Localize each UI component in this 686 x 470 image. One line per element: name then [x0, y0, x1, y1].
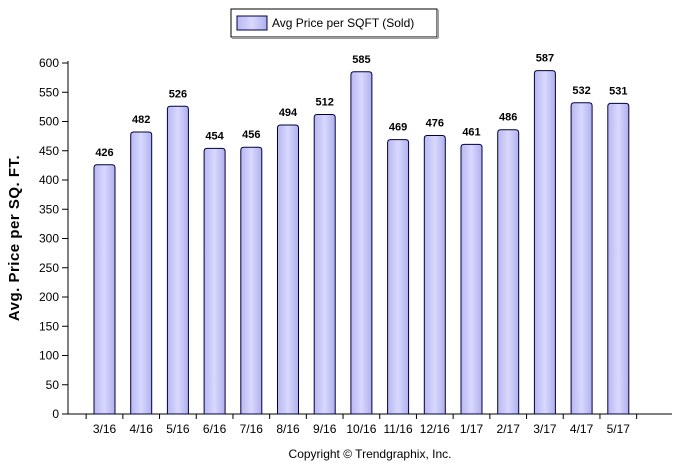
data-label-4-16: 482 [132, 114, 150, 126]
x-tick-label: 10/16 [346, 422, 376, 436]
y-tick-label-0: 0 [52, 407, 59, 421]
y-tick-label-300: 300 [39, 232, 59, 246]
legend-swatch [236, 15, 268, 31]
x-tick-label: 5/17 [607, 422, 631, 436]
y-tick-label-100: 100 [39, 349, 59, 363]
data-label-5-16: 526 [169, 88, 187, 100]
x-axis: 3/16 4/16 5/16 6/16 7/16 8/16 9/16 10/16 11/16 12… [68, 413, 672, 436]
bar-9-16 [313, 113, 336, 415]
legend-label: Avg Price per SQFT (Sold) [272, 16, 414, 30]
bar-11-16 [387, 139, 410, 415]
x-tick-label: 8/16 [276, 422, 300, 436]
bar-5-17 [607, 102, 630, 415]
x-tick-label: 3/16 [93, 422, 117, 436]
bar-12-16 [423, 135, 446, 415]
copyright-text: Copyright © Trendgraphix, Inc. [289, 447, 452, 461]
x-tick-label: 2/17 [497, 422, 521, 436]
y-tick-label-450: 450 [39, 144, 59, 158]
data-label-10-16: 585 [352, 54, 370, 66]
data-label-2-17: 486 [499, 112, 517, 124]
data-label-8-16: 494 [279, 107, 298, 119]
x-tick-label: 1/17 [460, 422, 484, 436]
bar-1-17 [460, 143, 483, 415]
data-label-5-17: 531 [609, 85, 627, 97]
y-tick-label-150: 150 [39, 319, 59, 333]
data-label-7-16: 456 [242, 129, 260, 141]
data-label-6-16: 454 [205, 130, 224, 142]
y-tick-label-50: 50 [46, 378, 60, 392]
y-tick-label-500: 500 [39, 115, 59, 129]
data-labels: 426 482 526 454 456 494 512 585 469 476 461 486 587 5… [95, 53, 627, 159]
data-label-3-17: 587 [536, 53, 554, 65]
x-tick-label: 4/16 [130, 422, 154, 436]
bar-3-17 [533, 70, 556, 415]
data-label-3-16: 426 [95, 147, 113, 159]
y-tick-label-200: 200 [39, 290, 59, 304]
data-label-12-16: 476 [426, 118, 444, 130]
y-tick-label-350: 350 [39, 202, 59, 216]
bar-8-16 [277, 124, 299, 415]
x-tick-label: 11/16 [384, 422, 413, 436]
y-tick-label-600: 600 [39, 56, 59, 70]
x-tick-label: 3/17 [533, 422, 557, 436]
bar-3-16 [93, 164, 116, 415]
y-tick-label-250: 250 [39, 261, 59, 275]
y-tick-label-550: 550 [39, 85, 59, 99]
y-axis: 0 50 100 150 200 250 300 350 400 450 500 550 600 [39, 56, 69, 421]
bars [93, 70, 630, 415]
legend: Avg Price per SQFT (Sold) [230, 8, 439, 39]
data-label-1-17: 461 [462, 126, 480, 138]
x-tick-label: 6/16 [203, 422, 227, 436]
bar-10-16 [350, 71, 373, 415]
bar-2-17 [497, 129, 520, 415]
x-tick-label: 5/16 [166, 422, 190, 436]
y-axis-label: Avg. Price per SQ. FT. [6, 155, 23, 321]
bar-6-16 [203, 147, 226, 415]
x-tick-label: 7/16 [240, 422, 264, 436]
x-tick-label: 4/17 [570, 422, 594, 436]
x-tick-label: 12/16 [420, 422, 450, 436]
data-label-11-16: 469 [389, 122, 407, 134]
data-label-4-17: 532 [572, 85, 590, 97]
bar-7-16 [240, 146, 263, 415]
bar-4-17 [570, 102, 593, 415]
bar-4-16 [130, 131, 153, 415]
y-tick-label-400: 400 [39, 173, 59, 187]
bar-5-16 [166, 105, 189, 415]
x-tick-label: 9/16 [313, 422, 337, 436]
data-label-9-16: 512 [316, 96, 334, 108]
